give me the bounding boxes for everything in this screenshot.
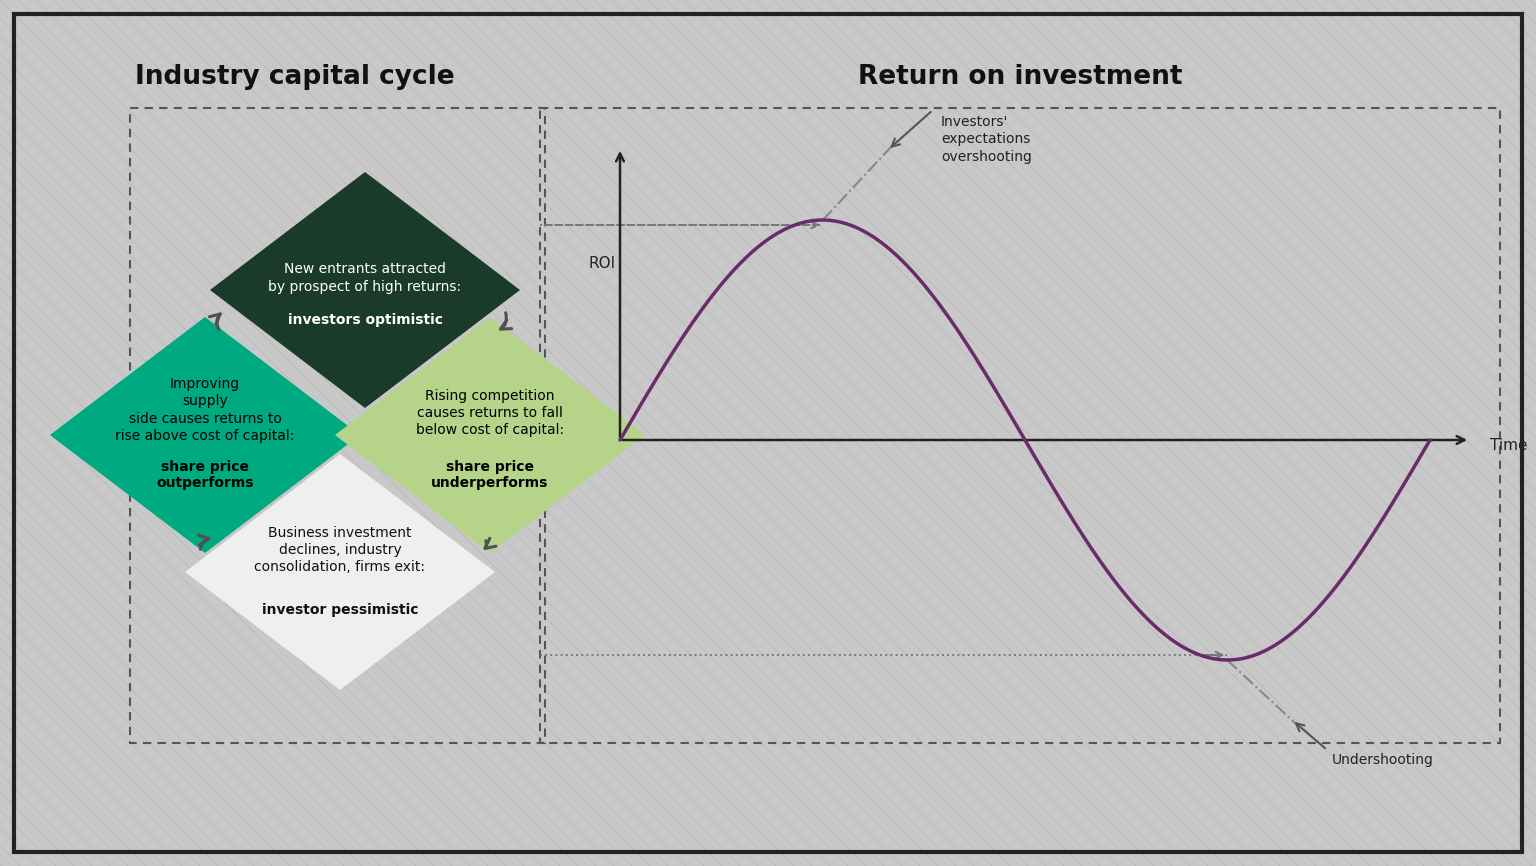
Text: Rising competition
causes returns to fall
below cost of capital:: Rising competition causes returns to fal… — [416, 389, 564, 437]
Polygon shape — [51, 317, 359, 553]
Text: Return on investment: Return on investment — [857, 64, 1183, 90]
Text: investors optimistic: investors optimistic — [287, 313, 442, 327]
Polygon shape — [210, 172, 521, 408]
Text: New entrants attracted
by prospect of high returns:: New entrants attracted by prospect of hi… — [269, 262, 461, 294]
Text: share price
underperforms: share price underperforms — [432, 460, 548, 490]
Polygon shape — [335, 317, 645, 553]
Text: Industry capital cycle: Industry capital cycle — [135, 64, 455, 90]
Text: investor pessimistic: investor pessimistic — [261, 603, 418, 617]
Polygon shape — [184, 454, 495, 690]
Text: Business investment
declines, industry
consolidation, firms exit:: Business investment declines, industry c… — [255, 526, 425, 574]
Bar — [541, 108, 1501, 743]
Text: Time: Time — [1490, 437, 1527, 453]
Text: ROI: ROI — [588, 256, 616, 272]
Bar — [131, 108, 545, 743]
Text: share price
outperforms: share price outperforms — [157, 460, 253, 490]
Text: Investors'
expectations
overshooting: Investors' expectations overshooting — [942, 115, 1032, 164]
Text: Undershooting: Undershooting — [1332, 753, 1435, 767]
Text: Improving
supply
side causes returns to
rise above cost of capital:: Improving supply side causes returns to … — [115, 377, 295, 443]
